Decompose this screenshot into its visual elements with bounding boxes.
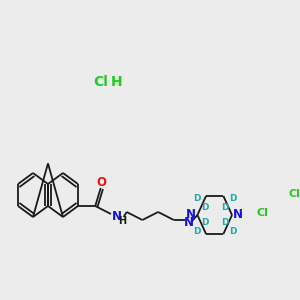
Text: D: D [193,194,200,203]
Text: D: D [193,226,200,236]
Text: Cl: Cl [257,208,269,218]
Text: D: D [229,194,236,203]
Text: D: D [201,218,208,226]
Text: D: D [221,203,229,212]
Text: H: H [110,75,122,89]
Text: O: O [97,176,106,190]
Text: Cl: Cl [93,75,108,89]
Text: Cl: Cl [289,189,300,199]
Text: D: D [229,226,236,236]
Text: N: N [186,208,196,221]
Text: N: N [233,208,243,221]
Text: D: D [221,218,229,226]
Text: N: N [184,215,194,229]
Text: D: D [201,203,208,212]
Text: N: N [112,209,122,223]
Text: H: H [118,216,126,226]
